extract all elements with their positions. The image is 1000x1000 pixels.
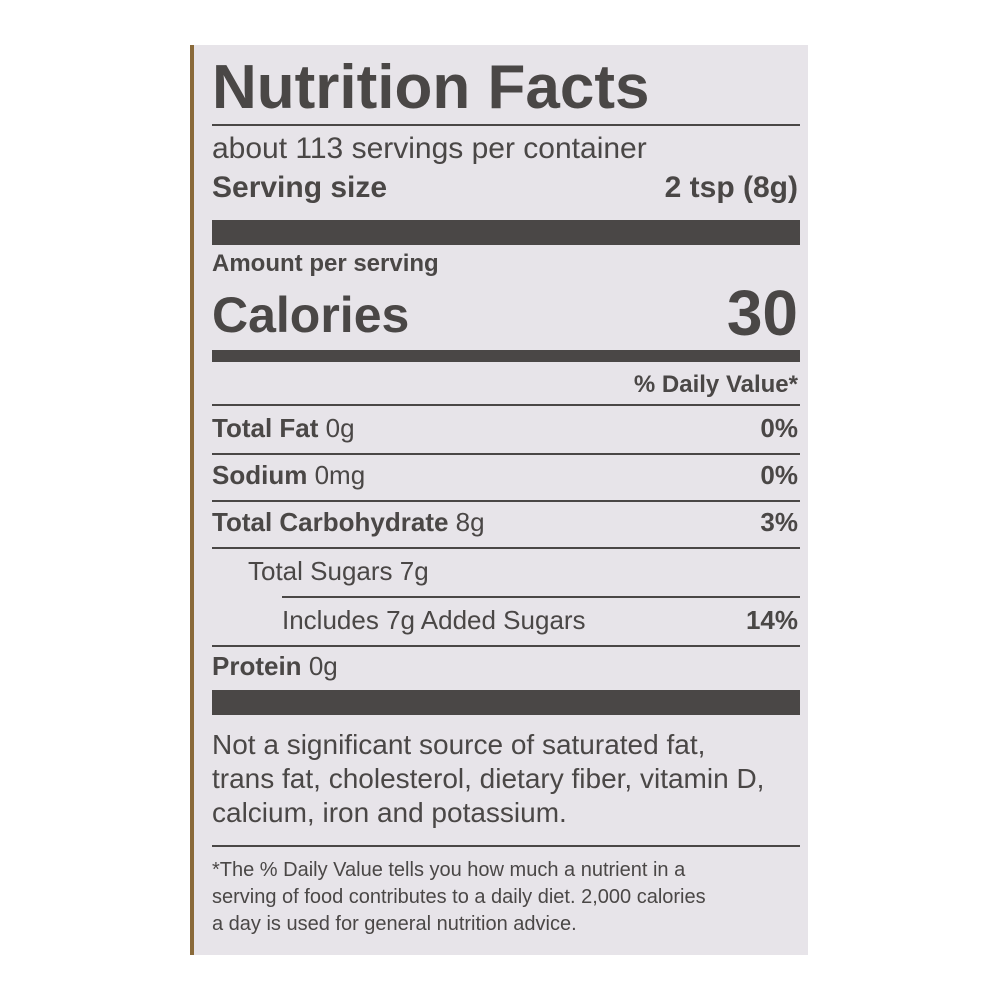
nutrient-row: Sodium 0mg (212, 462, 365, 488)
daily-value: 0% (760, 460, 798, 490)
nutrient-name: Total Carbohydrate (212, 507, 449, 537)
thick-bar (212, 220, 800, 245)
daily-value: 0% (760, 413, 798, 443)
daily-value-header: % Daily Value* (633, 371, 798, 398)
title: Nutrition Facts (212, 53, 650, 122)
nutrient-row: Total Carbohydrate 8g (212, 509, 485, 535)
footnote-line: a day is used for general nutrition advi… (212, 913, 577, 935)
medium-bar (212, 350, 800, 362)
nutrient-name: Total Fat (212, 413, 319, 443)
nutrient-amount: 0g (308, 651, 338, 681)
nutrition-label: Nutrition Facts about 113 servings per c… (190, 45, 808, 955)
servings: about 113 servings per container (212, 132, 647, 165)
rule (212, 453, 800, 455)
nutrient-name: Sodium (212, 460, 308, 490)
daily-value: 14% (745, 605, 798, 635)
footnote-line: serving of food contributes to a daily d… (212, 886, 706, 908)
daily-value: 3% (760, 507, 798, 537)
serving-size-label: Serving size (212, 171, 388, 204)
nutrient-row: Includes 7g Added Sugars (282, 607, 586, 633)
nutrient-name: Protein (212, 651, 302, 681)
calories-label: Calories (212, 287, 410, 343)
calories-value: 30 (726, 277, 798, 349)
rule (212, 547, 800, 549)
note-line: calcium, iron and potassium. (212, 797, 567, 828)
nutrient-amount: 0g (325, 413, 355, 443)
nutrient-name: Includes 7g Added Sugars (282, 605, 586, 635)
rule (282, 596, 800, 598)
rule (212, 124, 800, 126)
nutrient-amount: 8g (455, 507, 485, 537)
thick-bar (212, 690, 800, 715)
rule (212, 500, 800, 502)
serving-size-value: 2 tsp (8g) (664, 171, 798, 204)
note-line: Not a significant source of saturated fa… (212, 729, 706, 760)
footnote-line: *The % Daily Value tells you how much a … (212, 859, 686, 881)
nutrient-row: Total Sugars 7g (248, 558, 429, 584)
note-line: trans fat, cholesterol, dietary fiber, v… (212, 763, 765, 794)
nutrient-row: Protein 0g (212, 653, 338, 679)
rule (212, 404, 800, 406)
rule (212, 845, 800, 847)
amount-per-serving: Amount per serving (212, 250, 439, 277)
nutrient-name: Total Sugars 7g (248, 556, 429, 586)
rule (212, 645, 800, 647)
nutrient-row: Total Fat 0g (212, 415, 355, 441)
nutrient-amount: 0mg (314, 460, 366, 490)
